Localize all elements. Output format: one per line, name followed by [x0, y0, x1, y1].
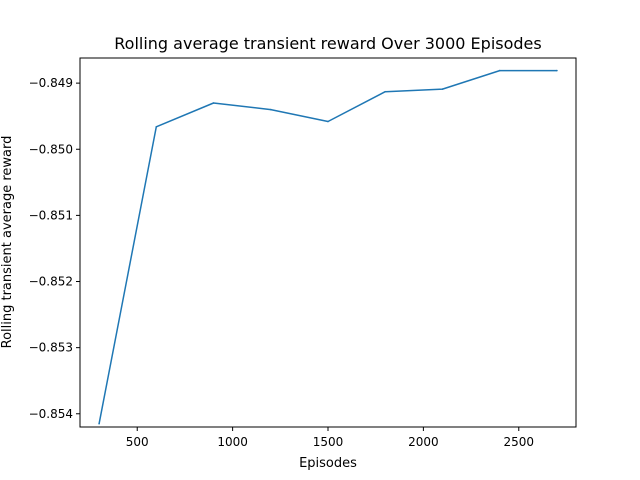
- y-tick-label: −0.852: [29, 275, 73, 289]
- data-point: [327, 120, 329, 123]
- data-point: [155, 126, 158, 128]
- x-axis-label: Episodes: [299, 456, 357, 471]
- y-tick-label: −0.853: [29, 341, 73, 355]
- x-tick-label: 500: [126, 435, 149, 449]
- y-tick-label: −0.850: [29, 142, 73, 156]
- chart-title: Rolling average transient reward Over 30…: [114, 34, 541, 53]
- data-point: [556, 69, 558, 72]
- y-tick-label: −0.851: [29, 208, 73, 222]
- y-tick-label: −0.849: [29, 76, 73, 90]
- x-tick-label: 2500: [503, 435, 534, 449]
- plot-frame: [79, 57, 577, 428]
- series-line-0: [98, 69, 557, 424]
- x-tick-label: 1500: [313, 435, 344, 449]
- data-point: [441, 88, 444, 90]
- data-point: [98, 422, 100, 425]
- x-tick-label: 1000: [217, 435, 248, 449]
- data-point: [212, 102, 215, 104]
- data-point: [498, 69, 501, 72]
- data-point: [384, 90, 387, 93]
- data-point: [270, 108, 272, 111]
- y-axis-label: Rolling transient average reward: [0, 136, 15, 349]
- x-tick-label: 2000: [408, 435, 439, 449]
- y-tick-label: −0.854: [29, 407, 73, 421]
